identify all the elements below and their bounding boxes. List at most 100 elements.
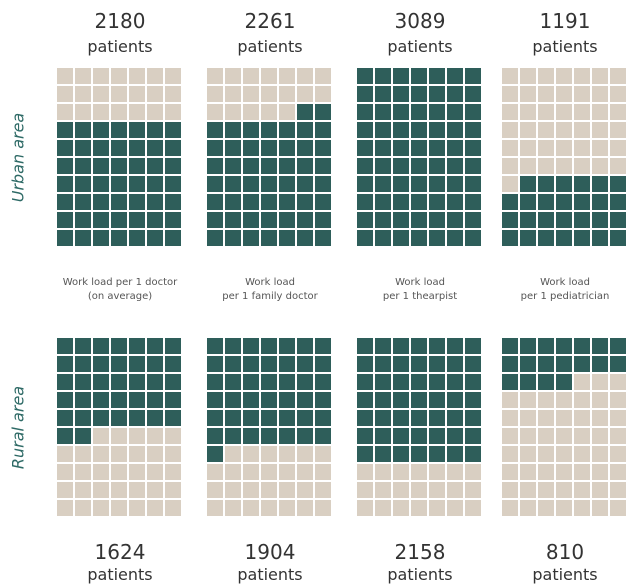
filled-cell bbox=[357, 68, 373, 84]
empty-cell bbox=[93, 86, 109, 102]
unit-label: patients bbox=[387, 565, 453, 584]
empty-cell bbox=[574, 374, 590, 390]
empty-cell bbox=[279, 104, 295, 120]
filled-cell bbox=[357, 158, 373, 174]
filled-cell bbox=[111, 392, 127, 408]
empty-cell bbox=[225, 464, 241, 480]
filled-cell bbox=[57, 212, 73, 228]
filled-cell bbox=[538, 176, 554, 192]
waffle bbox=[502, 338, 626, 516]
filled-cell bbox=[297, 374, 313, 390]
filled-cell bbox=[429, 446, 445, 462]
filled-cell bbox=[315, 158, 331, 174]
waffle bbox=[502, 68, 626, 246]
filled-cell bbox=[393, 428, 409, 444]
empty-cell bbox=[610, 464, 626, 480]
filled-cell bbox=[147, 374, 163, 390]
empty-cell bbox=[57, 104, 73, 120]
filled-cell bbox=[375, 86, 391, 102]
value-label: 2261 bbox=[244, 9, 296, 33]
empty-cell bbox=[610, 158, 626, 174]
filled-cell bbox=[93, 356, 109, 372]
filled-cell bbox=[429, 194, 445, 210]
filled-cell bbox=[429, 140, 445, 156]
empty-cell bbox=[610, 374, 626, 390]
filled-cell bbox=[610, 356, 626, 372]
filled-cell bbox=[520, 176, 536, 192]
empty-cell bbox=[411, 464, 427, 480]
filled-cell bbox=[357, 212, 373, 228]
empty-cell bbox=[574, 446, 590, 462]
value-label: 3089 bbox=[394, 9, 446, 33]
filled-cell bbox=[261, 158, 277, 174]
empty-cell bbox=[375, 500, 391, 516]
filled-cell bbox=[129, 374, 145, 390]
filled-cell bbox=[243, 176, 259, 192]
filled-cell bbox=[429, 68, 445, 84]
empty-cell bbox=[610, 104, 626, 120]
empty-cell bbox=[357, 464, 373, 480]
empty-cell bbox=[520, 392, 536, 408]
filled-cell bbox=[297, 392, 313, 408]
value-label: 2180 bbox=[94, 9, 146, 33]
filled-cell bbox=[447, 176, 463, 192]
empty-cell bbox=[520, 428, 536, 444]
filled-cell bbox=[75, 428, 91, 444]
empty-cell bbox=[147, 104, 163, 120]
filled-cell bbox=[225, 212, 241, 228]
filled-cell bbox=[261, 212, 277, 228]
filled-cell bbox=[279, 356, 295, 372]
filled-cell bbox=[261, 338, 277, 354]
filled-cell bbox=[147, 140, 163, 156]
filled-cell bbox=[393, 374, 409, 390]
filled-cell bbox=[393, 212, 409, 228]
empty-cell bbox=[610, 500, 626, 516]
waffle bbox=[207, 68, 331, 246]
filled-cell bbox=[393, 68, 409, 84]
filled-cell bbox=[93, 410, 109, 426]
empty-cell bbox=[574, 410, 590, 426]
filled-cell bbox=[111, 158, 127, 174]
filled-cell bbox=[75, 176, 91, 192]
filled-cell bbox=[297, 176, 313, 192]
empty-cell bbox=[165, 68, 181, 84]
empty-cell bbox=[520, 410, 536, 426]
filled-cell bbox=[447, 230, 463, 246]
filled-cell bbox=[147, 194, 163, 210]
filled-cell bbox=[57, 356, 73, 372]
empty-cell bbox=[502, 482, 518, 498]
filled-cell bbox=[297, 410, 313, 426]
filled-cell bbox=[279, 158, 295, 174]
empty-cell bbox=[393, 464, 409, 480]
filled-cell bbox=[129, 356, 145, 372]
filled-cell bbox=[129, 338, 145, 354]
filled-cell bbox=[465, 104, 481, 120]
empty-cell bbox=[538, 86, 554, 102]
filled-cell bbox=[429, 230, 445, 246]
empty-cell bbox=[243, 500, 259, 516]
filled-cell bbox=[393, 86, 409, 102]
filled-cell bbox=[375, 68, 391, 84]
empty-cell bbox=[610, 428, 626, 444]
empty-cell bbox=[610, 140, 626, 156]
filled-cell bbox=[520, 338, 536, 354]
empty-cell bbox=[556, 500, 572, 516]
filled-cell bbox=[393, 356, 409, 372]
filled-cell bbox=[75, 230, 91, 246]
empty-cell bbox=[111, 464, 127, 480]
filled-cell bbox=[129, 122, 145, 138]
filled-cell bbox=[375, 392, 391, 408]
filled-cell bbox=[315, 428, 331, 444]
filled-cell bbox=[393, 392, 409, 408]
filled-cell bbox=[225, 374, 241, 390]
filled-cell bbox=[261, 428, 277, 444]
filled-cell bbox=[357, 86, 373, 102]
filled-cell bbox=[243, 374, 259, 390]
empty-cell bbox=[502, 446, 518, 462]
series-label: Rural area bbox=[8, 385, 28, 470]
empty-cell bbox=[538, 428, 554, 444]
filled-cell bbox=[297, 122, 313, 138]
filled-cell bbox=[207, 212, 223, 228]
filled-cell bbox=[243, 140, 259, 156]
filled-cell bbox=[165, 194, 181, 210]
